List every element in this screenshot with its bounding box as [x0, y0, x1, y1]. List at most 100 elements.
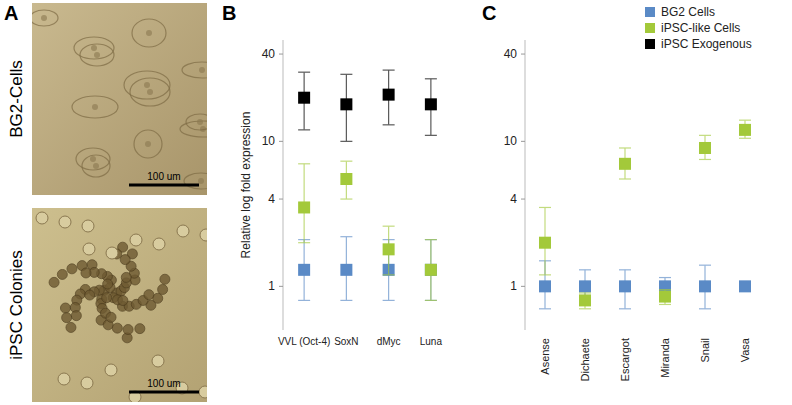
scale-bar-label: 100 um	[147, 171, 180, 182]
nucleus	[146, 30, 152, 36]
nucleus	[144, 82, 150, 88]
colony-cell	[118, 296, 128, 306]
error-cap	[298, 300, 310, 301]
error-bar	[383, 70, 395, 125]
nucleus	[90, 156, 96, 162]
legend-label: iPSC Exogenous	[661, 37, 752, 51]
error-cap	[340, 161, 352, 162]
y-tick	[521, 286, 525, 287]
free-cell	[83, 243, 95, 255]
error-bar	[340, 161, 352, 199]
nucleus	[93, 163, 99, 169]
data-point	[579, 280, 591, 292]
series	[298, 161, 437, 300]
legend-swatch	[645, 7, 655, 17]
error-cap	[619, 269, 631, 270]
colony-cell	[121, 272, 131, 282]
nucleus	[147, 89, 153, 95]
plot-marks	[298, 70, 437, 300]
error-cap	[383, 70, 395, 71]
error-cap	[298, 129, 310, 130]
x-tick-label: Asense	[539, 338, 551, 375]
series	[539, 261, 751, 309]
nucleus	[197, 119, 203, 125]
y-tick	[279, 286, 283, 287]
error-bar	[425, 79, 437, 136]
data-point	[425, 264, 437, 276]
error-bar	[383, 226, 395, 275]
y-tick	[521, 199, 525, 200]
nucleus	[198, 178, 204, 184]
free-cell	[153, 238, 165, 250]
error-cap	[383, 300, 395, 301]
data-point	[298, 201, 310, 213]
y-tick-label: 1	[510, 279, 517, 293]
y-tick	[521, 141, 525, 142]
error-cap	[699, 308, 711, 309]
data-point	[383, 89, 395, 101]
y-tick	[279, 199, 283, 200]
error-cap	[340, 300, 352, 301]
series	[298, 237, 437, 301]
data-point	[579, 294, 591, 306]
colony-cell	[49, 277, 59, 287]
free-cell	[81, 377, 93, 389]
error-cap	[739, 120, 751, 121]
error-cap	[340, 198, 352, 199]
x-tick-label: Miranda	[659, 337, 671, 378]
cell	[32, 10, 58, 26]
y-axis-title: Relative log fold expression	[239, 112, 253, 259]
photo-label: BG2-Cells	[7, 60, 26, 137]
x-tick-label: dMyc	[377, 336, 401, 347]
colony-cell	[85, 290, 95, 300]
error-cap	[699, 159, 711, 160]
error-cap	[659, 277, 671, 278]
error-bar	[699, 135, 711, 159]
error-cap	[383, 226, 395, 227]
cell	[130, 78, 170, 106]
free-cell	[152, 355, 164, 367]
error-cap	[739, 138, 751, 139]
nucleus	[199, 67, 205, 73]
error-cap	[579, 308, 591, 309]
x-tick-label: VVL (Oct-4)	[278, 336, 330, 347]
data-point	[425, 264, 437, 276]
x-tick-label: Escargot	[619, 338, 631, 381]
panel-label: B	[222, 2, 236, 24]
colony-cell	[160, 274, 170, 284]
error-cap	[425, 239, 437, 240]
series	[298, 70, 437, 141]
data-point	[739, 280, 751, 292]
error-bar	[298, 164, 310, 243]
error-cap	[425, 239, 437, 240]
x-tick-label: Vasa	[739, 337, 751, 362]
cell	[76, 148, 110, 170]
free-cell	[106, 247, 118, 259]
error-cap	[579, 292, 591, 293]
y-tick-label: 1	[268, 279, 275, 293]
error-cap	[579, 269, 591, 270]
legend: BG2 CellsiPSC-like CellsiPSC Exogenous	[645, 5, 752, 51]
error-bar	[579, 293, 591, 309]
x-tick-label: Luna	[420, 336, 443, 347]
data-point	[340, 173, 352, 185]
error-cap	[539, 207, 551, 208]
error-bar	[298, 72, 310, 130]
error-cap	[383, 274, 395, 275]
error-bar	[340, 237, 352, 301]
chart: 141040Relative log fold expressionVVL (O…	[239, 40, 442, 347]
error-bar	[619, 148, 631, 179]
free-cell	[200, 229, 207, 241]
y-tick	[521, 54, 525, 55]
photo: 100 um	[32, 208, 212, 403]
colony-cell	[103, 279, 113, 289]
error-bar	[659, 290, 671, 305]
legend-label: iPSC-like Cells	[661, 21, 740, 35]
data-point	[340, 264, 352, 276]
free-cell	[199, 386, 207, 398]
error-cap	[298, 242, 310, 243]
error-cap	[298, 72, 310, 73]
figure: ABC100 umBG2-Cells100 umiPSC Colonies141…	[0, 0, 792, 405]
colony-cell	[71, 311, 81, 321]
data-point	[425, 98, 437, 110]
